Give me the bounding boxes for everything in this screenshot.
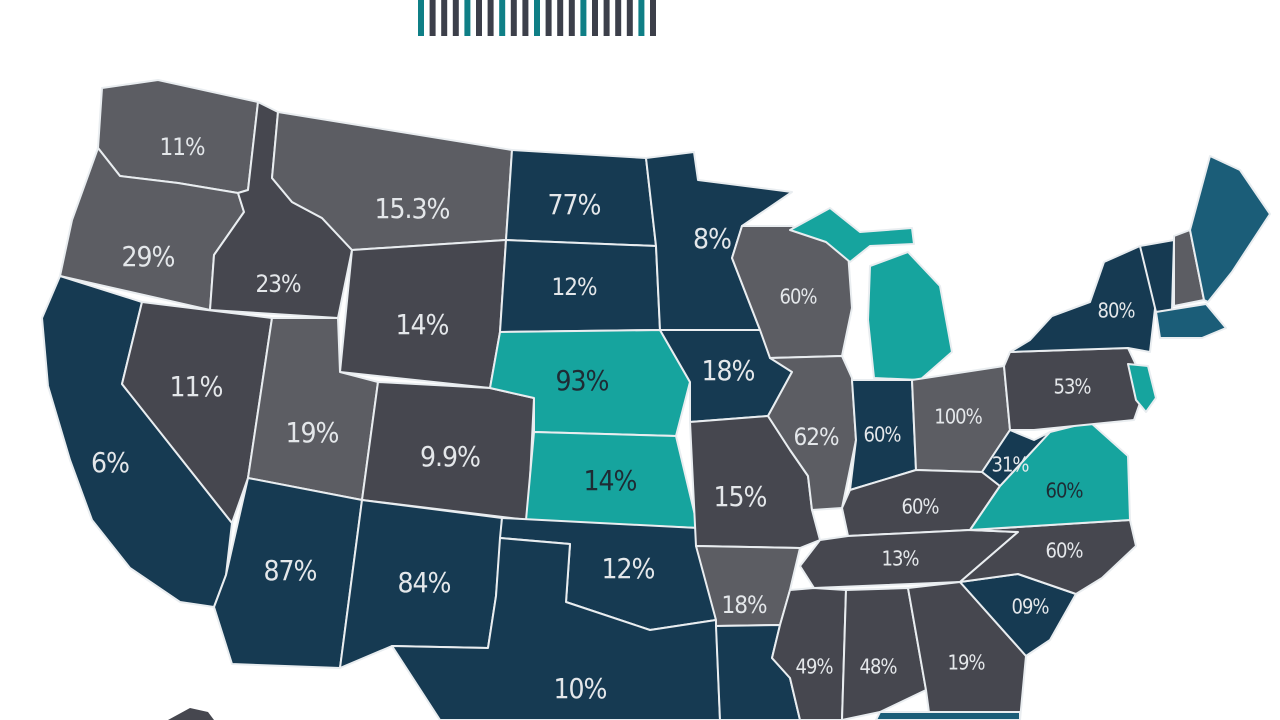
legend-bar [441, 0, 448, 36]
state-label-illinois: 62% [794, 423, 839, 451]
state-label-indiana: 60% [864, 423, 902, 447]
states-layer [41, 79, 1271, 720]
state-michigan[interactable] [789, 207, 953, 381]
state-label-georgia: 19% [948, 651, 986, 675]
legend-bar [615, 0, 622, 36]
legend-bar [626, 0, 633, 36]
state-texas[interactable] [391, 537, 721, 720]
legend-bar [638, 0, 645, 36]
labels-layer: 11% 29% 6% 23% 11% 15.3% 14% 19% 9.9% 87% 84% 77% 12… [91, 133, 1136, 705]
state-label-alabama: 48% [860, 655, 898, 679]
state-label-new-mexico: 84% [398, 566, 451, 599]
state-label-virginia: 60% [1046, 479, 1084, 503]
state-label-wisconsin: 60% [780, 285, 818, 309]
legend-bar [522, 0, 529, 36]
state-label-south-carolina: 09% [1012, 595, 1050, 619]
state-new-jersey[interactable] [1127, 363, 1157, 413]
state-label-south-dakota: 12% [552, 273, 597, 301]
legend-bar [592, 0, 598, 36]
legend-bar [429, 0, 436, 36]
legend-bar [580, 0, 587, 36]
state-label-nevada: 11% [170, 370, 223, 403]
state-massachusetts[interactable] [1155, 303, 1227, 339]
legend-bar [534, 0, 540, 36]
legend-bar [603, 0, 610, 36]
state-label-oklahoma: 12% [602, 552, 655, 585]
state-label-texas: 10% [554, 672, 607, 705]
legend-bar [476, 0, 482, 36]
state-label-california: 6% [91, 446, 129, 479]
legend-bar [418, 0, 424, 36]
legend-bar [452, 0, 459, 36]
state-alabama[interactable] [841, 587, 927, 720]
state-label-west-virginia: 31% [992, 453, 1030, 477]
state-label-arkansas: 18% [722, 591, 767, 619]
legend-bar [510, 0, 517, 36]
legend-bar [499, 0, 506, 36]
state-mississippi[interactable] [771, 587, 847, 720]
state-label-wyoming: 14% [396, 308, 449, 341]
legend-bar [464, 0, 471, 36]
state-nevada[interactable] [121, 301, 273, 524]
state-label-north-dakota: 77% [548, 188, 601, 221]
state-west-virginia[interactable] [981, 429, 1051, 487]
state-label-iowa: 18% [702, 354, 755, 387]
state-label-montana: 15.3% [374, 192, 449, 225]
state-label-idaho: 23% [256, 270, 301, 298]
state-label-arizona: 87% [264, 554, 317, 587]
partial-shape [168, 708, 214, 720]
legend-bar [650, 0, 656, 36]
state-label-minnesota: 8% [693, 222, 731, 255]
state-label-nebraska: 93% [556, 364, 609, 397]
state-wisconsin[interactable] [731, 225, 853, 359]
state-label-tennessee: 13% [882, 547, 920, 571]
state-label-washington: 11% [160, 133, 205, 161]
legend-bars [418, 0, 656, 36]
state-label-kansas: 14% [584, 464, 637, 497]
state-north-carolina[interactable] [959, 519, 1137, 595]
state-label-kentucky: 60% [902, 495, 940, 519]
state-label-colorado: 9.9% [420, 440, 480, 473]
state-maine[interactable] [1189, 155, 1271, 303]
legend-bar [557, 0, 564, 36]
state-label-new-york: 80% [1098, 299, 1136, 323]
state-label-mississippi: 49% [796, 655, 834, 679]
state-label-oregon: 29% [122, 240, 175, 273]
state-label-north-carolina: 60% [1046, 539, 1084, 563]
legend-bar [568, 0, 575, 36]
legend-bar [487, 0, 494, 36]
state-illinois[interactable] [767, 355, 857, 511]
state-florida[interactable] [875, 711, 1021, 720]
state-label-pennsylvania: 53% [1054, 375, 1092, 399]
state-label-missouri: 15% [714, 480, 767, 513]
legend-bar [545, 0, 552, 36]
state-label-ohio: 100% [934, 405, 982, 429]
state-label-utah: 19% [286, 416, 339, 449]
